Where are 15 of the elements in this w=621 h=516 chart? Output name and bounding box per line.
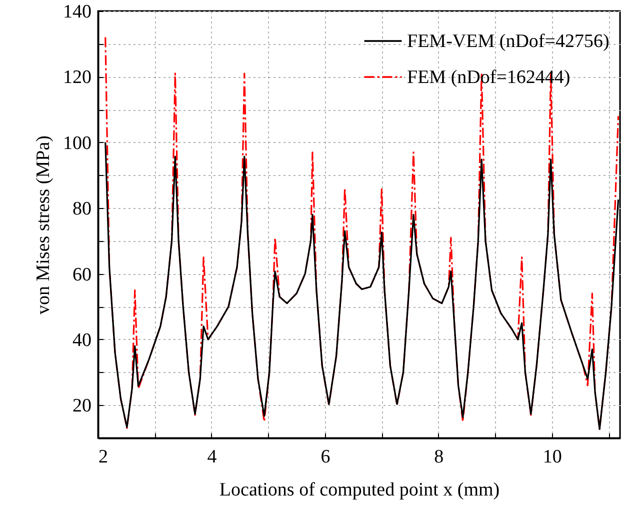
x-tick-label: 10 — [542, 446, 562, 468]
x-tick-label: 2 — [98, 446, 108, 468]
y-tick-label: 20 — [72, 396, 92, 417]
x-axis-title: Locations of computed point x (mm) — [219, 480, 500, 500]
y-tick-label: 100 — [63, 132, 92, 154]
y-tick-label: 140 — [63, 2, 92, 22]
y-tick-label: 120 — [63, 67, 92, 88]
y-tick-label: 40 — [72, 330, 92, 351]
x-tick-label: 8 — [434, 446, 444, 468]
x-tick-label: 4 — [207, 446, 218, 468]
legend-label: FEM-VEM (nDof=42756) — [407, 31, 610, 52]
x-tick-label: 6 — [320, 446, 330, 468]
y-tick-label: 60 — [72, 264, 92, 286]
y-axis-title: von Mises stress (MPa) — [33, 136, 54, 314]
y-tick-label: 80 — [72, 198, 92, 220]
